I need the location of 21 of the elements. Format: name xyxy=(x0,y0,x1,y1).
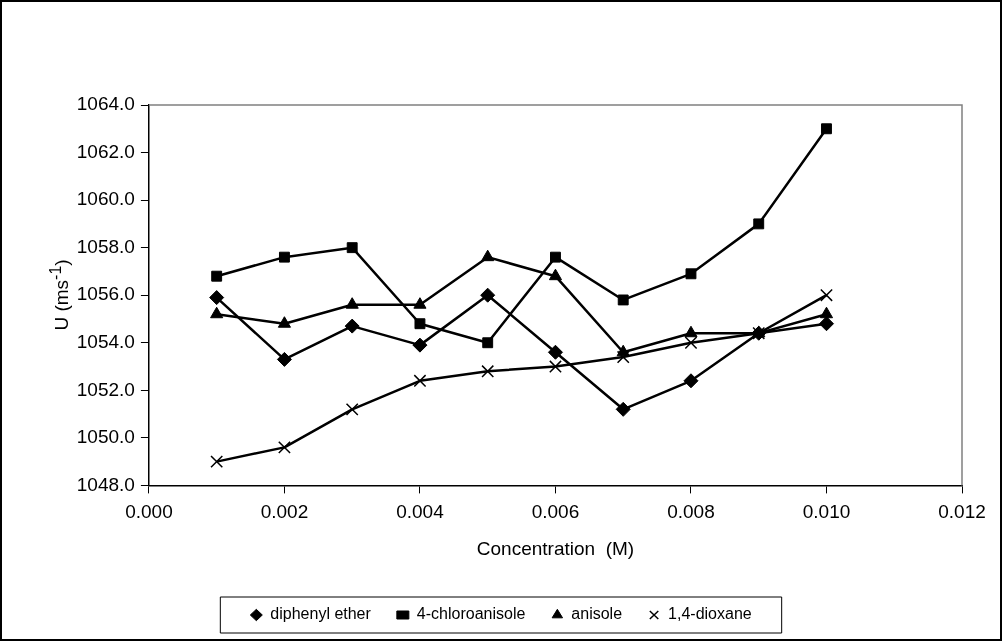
y-tick-label: 1052.0 xyxy=(76,378,135,400)
x-tick-label: 0.006 xyxy=(531,501,580,523)
y-tick-label: 1064.0 xyxy=(76,93,135,115)
x-tick-label: 0.012 xyxy=(938,501,986,523)
x-tick-label: 0.004 xyxy=(396,501,445,523)
x-tick-label: 0.010 xyxy=(802,501,851,523)
y-tick-label: 1054.0 xyxy=(76,330,135,352)
legend-label: 1,4-dioxane xyxy=(668,605,752,623)
legend-label: anisole xyxy=(571,605,623,623)
x-tick-label: 0.008 xyxy=(667,501,715,523)
y-tick-label: 1060.0 xyxy=(76,188,135,210)
y-tick-label: 1062.0 xyxy=(76,140,135,162)
y-tick-label: 1056.0 xyxy=(76,283,135,305)
legend-label: diphenyl ether xyxy=(270,605,372,623)
legend-label: 4-chloroanisole xyxy=(416,605,526,623)
y-tick-label: 1050.0 xyxy=(76,426,135,448)
y-tick-label: 1048.0 xyxy=(76,473,135,495)
y-tick-label: 1058.0 xyxy=(76,235,135,257)
x-tick-label: 0.002 xyxy=(260,501,309,523)
x-tick-label: 0.000 xyxy=(125,501,173,523)
x-axis-title: Concentration (M) xyxy=(476,537,635,559)
